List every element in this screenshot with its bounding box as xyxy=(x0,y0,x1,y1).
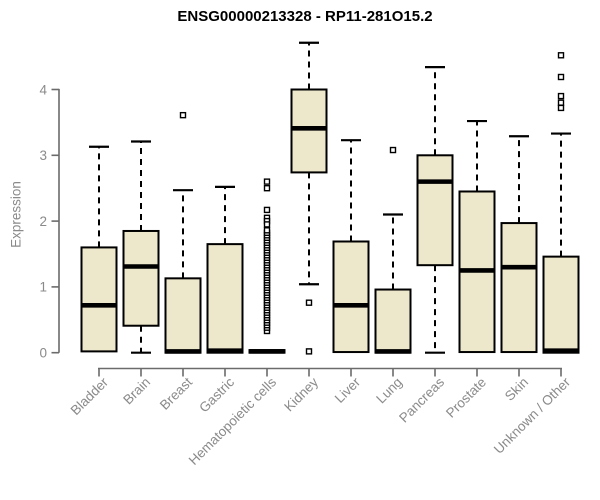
outlier-unknown-other-1 xyxy=(557,73,565,81)
x-label-liver: Liver xyxy=(332,374,364,406)
y-tick-label-3: 3 xyxy=(39,148,47,163)
outlier-unknown-other-3 xyxy=(557,99,565,106)
y-tick-label-1: 1 xyxy=(39,280,47,295)
x-label-gastric: Gastric xyxy=(196,374,237,415)
outlier-hematopoietic-cells-2 xyxy=(263,206,271,214)
box-lung xyxy=(374,288,412,354)
y-tick-label-2: 2 xyxy=(39,214,47,229)
x-label-unknown-other: Unknown / Other xyxy=(491,374,574,457)
outlier-lung-0 xyxy=(389,146,397,154)
box-kidney xyxy=(290,88,328,174)
x-label-kidney: Kidney xyxy=(281,374,321,414)
x-label-bladder: Bladder xyxy=(68,374,112,418)
x-label-brain: Brain xyxy=(120,375,153,408)
outlier-unknown-other-4 xyxy=(557,104,565,112)
outlier-unknown-other-0 xyxy=(557,52,565,59)
y-tick-label-4: 4 xyxy=(39,82,47,97)
x-label-skin: Skin xyxy=(502,375,531,404)
x-label-pancreas: Pancreas xyxy=(396,374,447,425)
box-liver xyxy=(332,240,370,354)
outlier-breast-0 xyxy=(179,111,187,119)
outlier-hematopoietic-cells-5 xyxy=(263,221,271,228)
y-tick-label-0: 0 xyxy=(39,346,47,361)
outlier-hematopoietic-cells-46 xyxy=(263,227,271,234)
box-bladder xyxy=(80,246,118,353)
outlier-unknown-other-2 xyxy=(557,92,565,100)
chart-title: ENSG00000213328 - RP11-281O15.2 xyxy=(177,8,433,25)
outlier-hematopoietic-cells-0 xyxy=(263,178,271,185)
outlier-kidney-0 xyxy=(305,299,313,306)
y-axis-title: Expression xyxy=(8,181,24,248)
x-label-lung: Lung xyxy=(373,375,405,407)
x-label-breast: Breast xyxy=(157,374,195,412)
box-gastric xyxy=(206,243,244,354)
box-brain xyxy=(122,229,160,327)
box-skin xyxy=(500,222,538,354)
box-pancreas xyxy=(416,154,454,267)
box-unknown-other xyxy=(542,255,580,354)
outlier-kidney-1 xyxy=(305,348,313,355)
box-breast xyxy=(164,277,202,354)
outlier-hematopoietic-cells-1 xyxy=(263,184,271,192)
x-label-prostate: Prostate xyxy=(443,375,489,421)
